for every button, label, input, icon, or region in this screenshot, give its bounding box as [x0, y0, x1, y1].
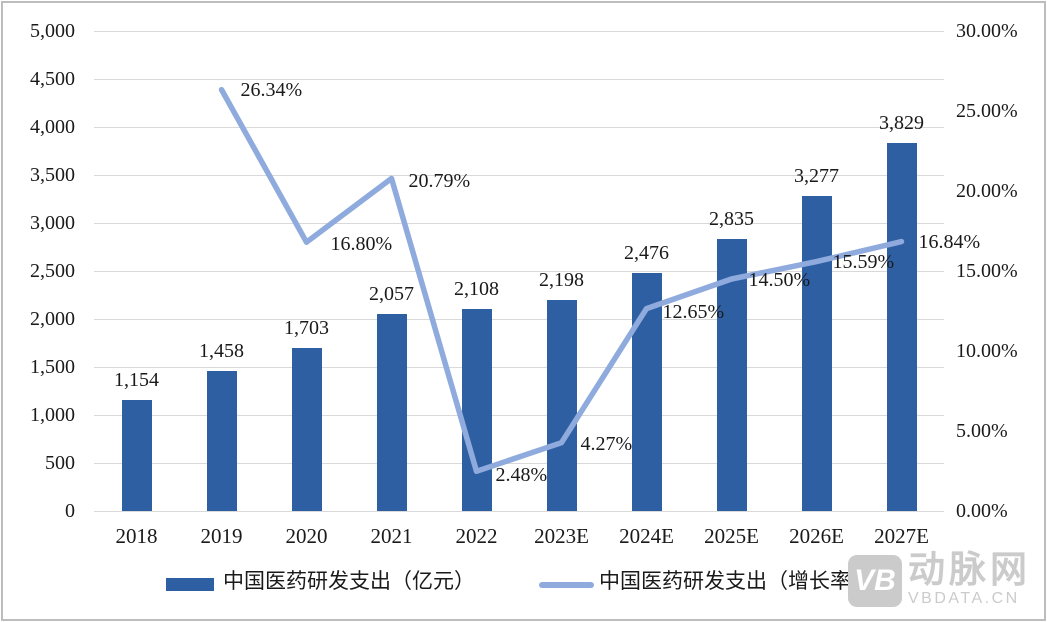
x-axis-tick: 2023E — [534, 524, 589, 548]
bar-rd-spending — [546, 299, 577, 511]
growth-rate-label: 14.50% — [748, 269, 811, 291]
legend-line-swatch — [539, 582, 594, 588]
growth-rate-label: 15.59% — [832, 250, 895, 273]
growth-rate-label: 4.27% — [580, 432, 633, 455]
gridline — [94, 510, 944, 512]
growth-rate-label: 20.79% — [408, 170, 471, 193]
bar-value-label: 2,476 — [624, 242, 669, 265]
gridline — [94, 126, 944, 128]
x-axis-tick: 2024E — [619, 524, 674, 548]
vb-logo-icon: VB — [848, 555, 902, 607]
x-axis-tick: 2025E — [704, 524, 759, 548]
gridline — [94, 30, 944, 32]
bar-value-label: 1,458 — [199, 340, 244, 363]
vbdata-watermark: VB 动脉网 VBDATA.CN — [848, 551, 1031, 608]
watermark-text: 动脉网 VBDATA.CN — [908, 551, 1031, 608]
y-axis-left-tick: 3,000 — [30, 212, 75, 234]
growth-rate-label: 16.84% — [918, 230, 981, 253]
bar-value-label: 3,277 — [794, 165, 839, 188]
x-axis-tick: 2019 — [200, 524, 243, 548]
gridline — [94, 78, 944, 80]
bar-value-label: 2,057 — [369, 282, 414, 305]
bar-rd-spending — [631, 273, 662, 511]
y-axis-right-tick: 15.00% — [956, 260, 1018, 282]
growth-rate-label: 16.80% — [330, 233, 393, 256]
bar-value-label: 2,198 — [539, 268, 584, 291]
bar-rd-spending — [716, 238, 747, 511]
growth-rate-label: 26.34% — [240, 78, 303, 101]
y-axis-right-tick: 0.00% — [956, 500, 1008, 522]
x-axis-tick: 2021 — [370, 524, 413, 548]
bar-rd-spending — [376, 313, 407, 511]
watermark-name: 动脉网 — [908, 549, 1031, 590]
x-axis-tick: 2018 — [115, 524, 158, 548]
bar-rd-spending — [291, 347, 322, 511]
y-axis-left-tick: 0 — [65, 500, 75, 522]
bar-rd-spending — [886, 143, 917, 511]
y-axis-left-tick: 5,000 — [30, 20, 75, 42]
y-axis-left-tick: 500 — [45, 452, 75, 474]
y-axis-right-tick: 5.00% — [956, 420, 1008, 442]
x-axis-tick: 2027E — [874, 524, 929, 548]
watermark-domain: VBDATA.CN — [908, 590, 1020, 607]
y-axis-left-tick: 4,000 — [30, 116, 75, 138]
x-axis-tick: 2026E — [789, 524, 844, 548]
y-axis-left-tick: 4,500 — [30, 68, 75, 90]
bar-rd-spending — [461, 308, 492, 511]
bar-value-label: 2,835 — [709, 207, 754, 230]
y-axis-right-tick: 10.00% — [956, 340, 1018, 362]
bar-value-label: 1,154 — [114, 369, 159, 392]
y-axis-right-tick: 20.00% — [956, 180, 1018, 202]
bar-value-label: 2,108 — [454, 277, 499, 300]
y-axis-left-tick: 1,000 — [30, 404, 75, 426]
bar-rd-spending — [801, 196, 832, 511]
legend-bar-label: 中国医药研发支出（亿元） — [223, 569, 475, 593]
bar-value-label: 1,703 — [284, 316, 329, 339]
x-axis-tick: 2022 — [455, 524, 498, 548]
bar-rd-spending — [121, 400, 152, 511]
bar-value-label: 3,829 — [879, 112, 924, 135]
y-axis-left-tick: 3,500 — [30, 164, 75, 186]
y-axis-left-tick: 1,500 — [30, 356, 75, 378]
y-axis-left-tick: 2,500 — [30, 260, 75, 282]
legend-line-label: 中国医药研发支出（增长率） — [599, 569, 872, 593]
vb-monogram: VB — [854, 564, 896, 597]
growth-rate-label: 12.65% — [662, 300, 725, 323]
x-axis-tick: 2020 — [285, 524, 328, 548]
bar-rd-spending — [206, 371, 237, 511]
legend-bar-swatch — [166, 578, 214, 591]
y-axis-left-tick: 2,000 — [30, 308, 75, 330]
growth-rate-label: 2.48% — [495, 464, 548, 487]
y-axis-right-tick: 30.00% — [956, 20, 1018, 42]
y-axis-right-tick: 25.00% — [956, 100, 1018, 122]
